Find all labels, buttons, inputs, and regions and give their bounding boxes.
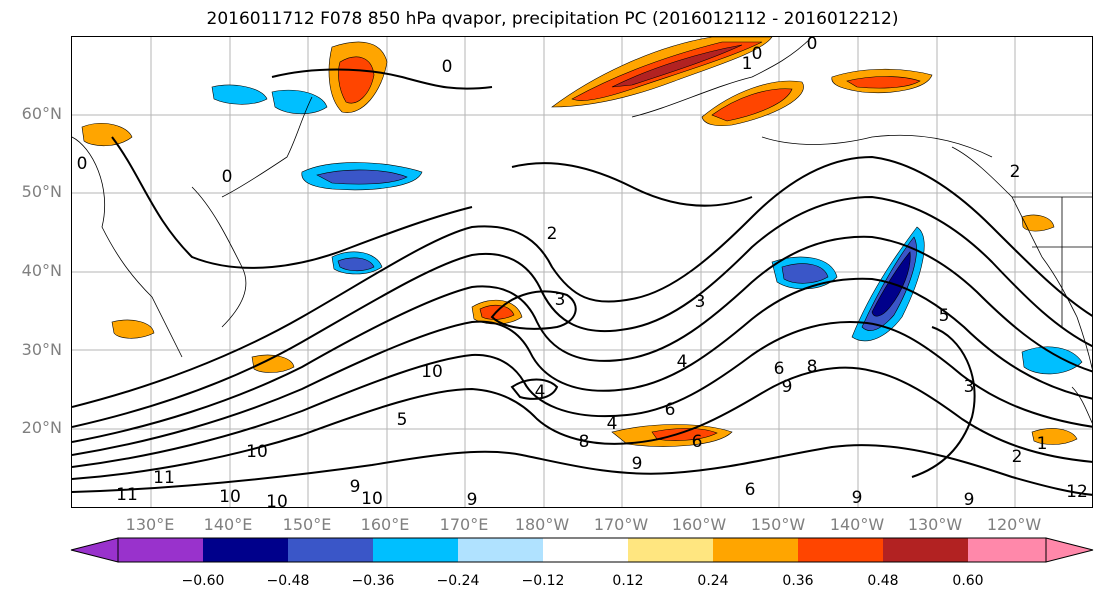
contour-label: 2 — [547, 224, 558, 244]
contour-label: 10 — [266, 492, 288, 508]
contour-label: 9 — [350, 477, 361, 497]
qvapor-contours — [72, 68, 1092, 496]
colorbar-tick-label: 0.48 — [867, 573, 899, 589]
lon-label-140w: 140°W — [829, 515, 885, 534]
contour-label: 8 — [579, 432, 590, 452]
contour-label: 2 — [1010, 162, 1021, 182]
contour-label: 9 — [852, 488, 863, 508]
colorbar-tick-label: −0.36 — [351, 573, 395, 589]
colorbar-bin — [968, 538, 1046, 562]
contour-label: 0 — [77, 154, 88, 174]
contour-label: 1 — [742, 54, 753, 74]
colorbar-bin — [713, 538, 798, 562]
colorbar-tick-label: 0.36 — [782, 573, 814, 589]
lon-label-150w: 150°W — [750, 515, 806, 534]
contour-label: 2 — [1012, 447, 1023, 467]
contour-labels: 0 0 0 1 0 0 2 2 2 3 3 3 4 4 4 5 5 6 6 6 … — [77, 37, 1088, 508]
lon-label-120w: 120°W — [986, 515, 1042, 534]
contour-label: 5 — [939, 306, 950, 326]
colorbar-bin — [288, 538, 373, 562]
colorbar-bin — [373, 538, 458, 562]
colorbar-tick-label: −0.24 — [436, 573, 480, 589]
colorbar-tick-label: −0.12 — [521, 573, 565, 589]
contour-label: 9 — [782, 377, 793, 397]
lat-label-50n: 50°N — [21, 182, 62, 201]
contour-label: 0 — [222, 167, 233, 187]
lat-label-20n: 20°N — [21, 418, 62, 437]
contour-label: 11 — [116, 485, 138, 505]
contour-label: 9 — [632, 454, 643, 474]
lat-label-60n: 60°N — [21, 104, 62, 123]
contour-label: 3 — [555, 290, 566, 310]
contour-label: 3 — [964, 377, 975, 397]
lon-label-160w: 160°W — [671, 515, 727, 534]
colorbar-tick-label: 0.24 — [697, 573, 729, 589]
lon-label-130w: 130°W — [907, 515, 963, 534]
contour-label: 12 — [1066, 482, 1088, 502]
lat-label-40n: 40°N — [21, 261, 62, 280]
lon-label-170e: 170°E — [439, 515, 489, 534]
contour-label: 10 — [421, 362, 443, 382]
lon-label-160e: 160°E — [360, 515, 410, 534]
lat-label-30n: 30°N — [21, 340, 62, 359]
colorbar-tick-label: 0.12 — [612, 573, 644, 589]
colorbar-bin — [628, 538, 713, 562]
precip-shading — [81, 37, 1083, 447]
map-canvas: 0 0 0 1 0 0 2 2 2 3 3 3 4 4 4 5 5 6 6 6 … — [72, 37, 1092, 508]
colorbar-bin — [543, 538, 628, 562]
contour-label: 3 — [695, 292, 706, 312]
colorbar-bin — [203, 538, 288, 562]
lon-label-130e: 130°E — [125, 515, 175, 534]
lon-label-180w: 180°W — [514, 515, 570, 534]
lon-label-170w: 170°W — [593, 515, 649, 534]
contour-label: 4 — [607, 414, 618, 434]
colorbar-bin — [798, 538, 883, 562]
contour-label: 11 — [153, 468, 175, 488]
colorbar-bin — [458, 538, 543, 562]
contour-label: 6 — [774, 359, 785, 379]
contour-label: 0 — [807, 37, 818, 54]
contour-label: 9 — [467, 490, 478, 508]
contour-label: 1 — [1037, 434, 1048, 454]
colorbar-bin — [118, 538, 203, 562]
colorbar-tick-label: −0.48 — [266, 573, 310, 589]
contour-label: 0 — [442, 57, 453, 77]
contour-label: 10 — [219, 487, 241, 507]
colorbar-tick-label: −0.60 — [181, 573, 225, 589]
map-title: 2016011712 F078 850 hPa qvapor, precipit… — [206, 9, 899, 29]
colorbar-lower-arrow — [70, 537, 119, 563]
contour-label: 0 — [752, 44, 763, 64]
lon-label-140e: 140°E — [203, 515, 253, 534]
colorbar-upper-arrow — [1045, 537, 1094, 563]
contour-label: 10 — [246, 442, 268, 462]
colorbar-tick-label: 0.60 — [952, 573, 984, 589]
contour-label: 9 — [964, 490, 975, 508]
contour-label: 4 — [535, 382, 546, 402]
coastlines — [72, 37, 1092, 424]
contour-label: 5 — [397, 410, 408, 430]
contour-label: 6 — [665, 400, 676, 420]
colorbar — [70, 537, 1094, 563]
contour-label: 6 — [745, 480, 756, 500]
contour-label: 4 — [677, 352, 688, 372]
contour-label: 10 — [361, 489, 383, 508]
colorbar-bin — [883, 538, 968, 562]
contour-label: 8 — [807, 357, 818, 377]
lon-label-150e: 150°E — [282, 515, 332, 534]
map-panel: 0 0 0 1 0 0 2 2 2 3 3 3 4 4 4 5 5 6 6 6 … — [71, 36, 1093, 508]
contour-label: 6 — [692, 432, 703, 452]
